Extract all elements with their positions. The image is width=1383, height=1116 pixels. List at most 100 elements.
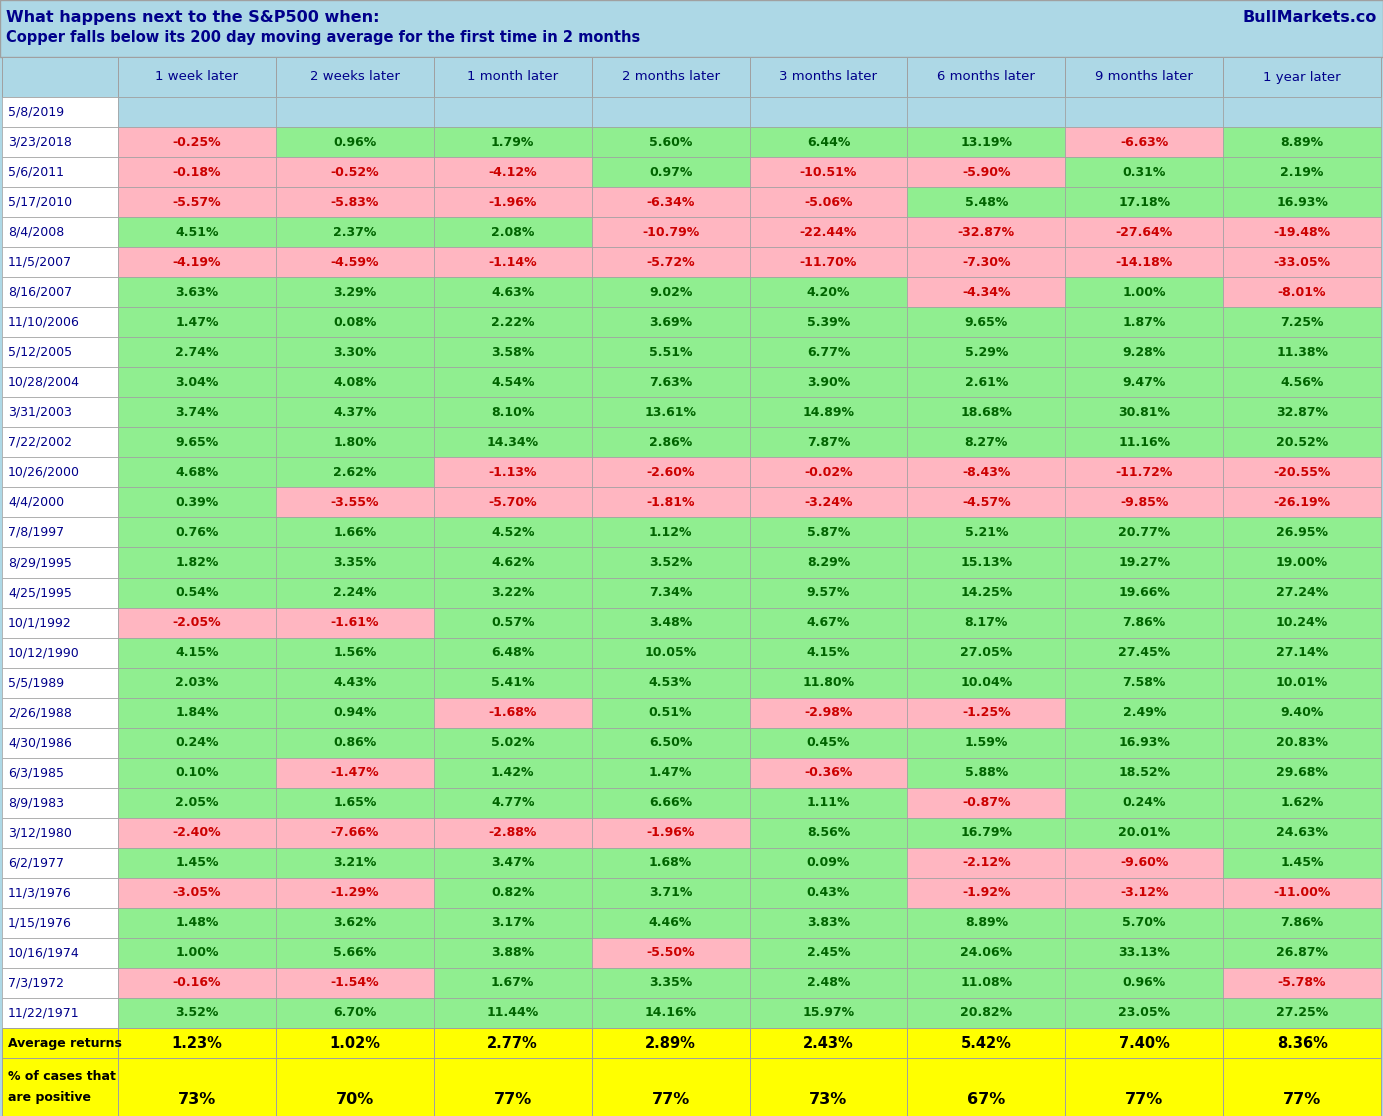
Text: 8/4/2008: 8/4/2008	[8, 225, 64, 239]
Bar	[1223, 848, 1382, 878]
Text: 7.63%: 7.63%	[649, 376, 692, 388]
Text: 0.08%: 0.08%	[333, 316, 376, 329]
Bar	[1223, 548, 1382, 577]
Bar	[1065, 157, 1223, 187]
Text: 0.51%: 0.51%	[649, 706, 693, 719]
Text: 13.61%: 13.61%	[644, 406, 697, 418]
Bar	[434, 218, 592, 247]
Bar	[907, 458, 1065, 488]
Text: 4.15%: 4.15%	[176, 646, 219, 660]
Bar	[907, 607, 1065, 637]
Text: 0.97%: 0.97%	[649, 165, 693, 179]
Bar	[434, 758, 592, 788]
Bar	[750, 307, 907, 337]
Text: 33.13%: 33.13%	[1119, 946, 1170, 960]
Text: 8/9/1983: 8/9/1983	[8, 796, 64, 809]
Bar	[592, 788, 750, 818]
Bar	[1223, 127, 1382, 157]
Text: 2 months later: 2 months later	[621, 70, 719, 84]
Bar	[907, 818, 1065, 848]
Bar	[1, 878, 118, 908]
Bar	[750, 157, 907, 187]
Bar	[434, 937, 592, 968]
Text: 0.96%: 0.96%	[333, 135, 376, 148]
Bar	[118, 728, 275, 758]
Text: 1.00%: 1.00%	[1123, 286, 1166, 299]
Bar	[907, 548, 1065, 577]
Bar	[118, 667, 275, 698]
Bar	[592, 127, 750, 157]
Text: 0.94%: 0.94%	[333, 706, 376, 719]
Bar	[275, 728, 434, 758]
Text: 32.87%: 32.87%	[1277, 406, 1328, 418]
Bar	[434, 818, 592, 848]
Text: 6 months later: 6 months later	[938, 70, 1036, 84]
Bar	[750, 427, 907, 458]
Bar	[1, 488, 118, 518]
Text: -32.87%: -32.87%	[958, 225, 1015, 239]
Bar	[1223, 577, 1382, 607]
Text: 0.09%: 0.09%	[806, 856, 851, 869]
Text: -1.29%: -1.29%	[331, 886, 379, 899]
Bar	[1, 698, 118, 728]
Text: 1.79%: 1.79%	[491, 135, 534, 148]
Bar	[1, 458, 118, 488]
Text: 0.45%: 0.45%	[806, 737, 851, 749]
Bar	[275, 667, 434, 698]
Text: 15.97%: 15.97%	[802, 1007, 855, 1020]
Bar	[275, 577, 434, 607]
Bar	[434, 427, 592, 458]
Bar	[1065, 127, 1223, 157]
Text: 5.51%: 5.51%	[649, 346, 693, 358]
Bar	[1223, 788, 1382, 818]
Text: 3.35%: 3.35%	[649, 976, 692, 990]
Bar	[1065, 247, 1223, 277]
Bar	[1065, 1058, 1223, 1116]
Text: 3.21%: 3.21%	[333, 856, 376, 869]
Text: 6.70%: 6.70%	[333, 1007, 376, 1020]
Bar	[750, 1028, 907, 1058]
Text: 0.24%: 0.24%	[1123, 796, 1166, 809]
Text: 10/1/1992: 10/1/1992	[8, 616, 72, 629]
Text: 5.66%: 5.66%	[333, 946, 376, 960]
Bar	[275, 397, 434, 427]
Bar	[592, 458, 750, 488]
Bar	[434, 728, 592, 758]
Bar	[592, 758, 750, 788]
Text: 4.63%: 4.63%	[491, 286, 534, 299]
Bar	[118, 187, 275, 218]
Bar	[1, 97, 118, 127]
Text: 19.66%: 19.66%	[1119, 586, 1170, 599]
Bar	[1065, 57, 1223, 97]
Bar	[1065, 848, 1223, 878]
Bar	[1065, 878, 1223, 908]
Text: 3.52%: 3.52%	[649, 556, 693, 569]
Text: 4.68%: 4.68%	[176, 465, 219, 479]
Text: 3.69%: 3.69%	[649, 316, 692, 329]
Bar	[1223, 698, 1382, 728]
Bar	[1065, 97, 1223, 127]
Text: 11.08%: 11.08%	[960, 976, 1012, 990]
Text: 8.56%: 8.56%	[806, 826, 851, 839]
Bar	[750, 908, 907, 937]
Text: 27.24%: 27.24%	[1277, 586, 1328, 599]
Bar	[1, 57, 118, 97]
Bar	[275, 908, 434, 937]
Text: 5.02%: 5.02%	[491, 737, 534, 749]
Bar	[592, 157, 750, 187]
Bar	[1065, 367, 1223, 397]
Text: 4.20%: 4.20%	[806, 286, 851, 299]
Bar	[750, 788, 907, 818]
Text: 1.45%: 1.45%	[176, 856, 219, 869]
Bar	[434, 488, 592, 518]
Bar	[1, 667, 118, 698]
Text: 7.86%: 7.86%	[1123, 616, 1166, 629]
Bar	[1065, 698, 1223, 728]
Text: 77%: 77%	[1124, 1093, 1163, 1107]
Text: 11.80%: 11.80%	[802, 676, 855, 689]
Bar	[750, 667, 907, 698]
Bar	[592, 307, 750, 337]
Text: 4.08%: 4.08%	[333, 376, 376, 388]
Text: 27.05%: 27.05%	[960, 646, 1012, 660]
Text: 1 week later: 1 week later	[155, 70, 238, 84]
